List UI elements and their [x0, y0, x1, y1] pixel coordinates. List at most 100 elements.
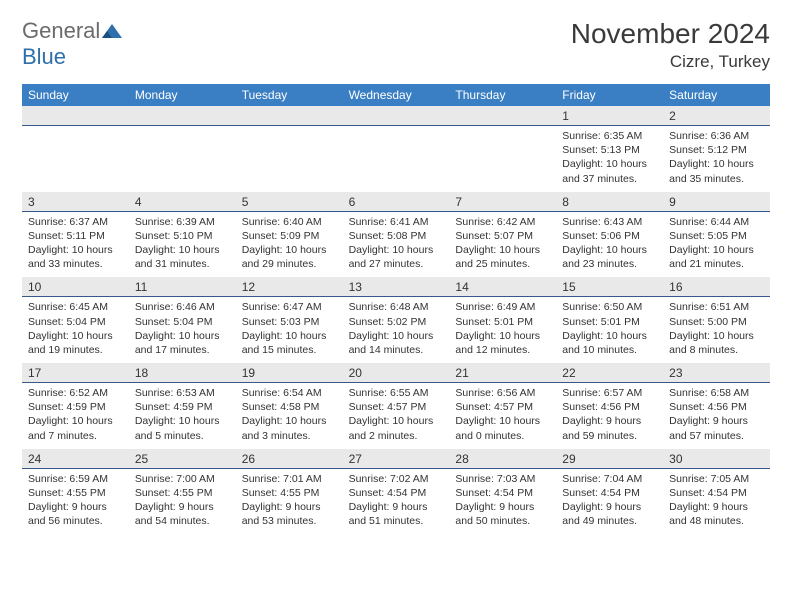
day-cell [236, 126, 343, 192]
day-number [129, 106, 236, 125]
day-number: 8 [556, 192, 663, 211]
day-cell: Sunrise: 6:59 AMSunset: 4:55 PMDaylight:… [22, 469, 129, 535]
sunrise-text: Sunrise: 6:57 AM [562, 386, 659, 400]
day-of-week-header: Wednesday [343, 84, 450, 106]
day-number [449, 106, 556, 125]
title-block: November 2024 Cizre, Turkey [571, 18, 770, 72]
day-of-week-header: Thursday [449, 84, 556, 106]
sunset-text: Sunset: 5:11 PM [28, 229, 125, 243]
day-cell: Sunrise: 6:50 AMSunset: 5:01 PMDaylight:… [556, 297, 663, 363]
sunrise-text: Sunrise: 6:50 AM [562, 300, 659, 314]
day-number: 16 [663, 277, 770, 296]
daylight-text: Daylight: 10 hours and 5 minutes. [135, 414, 232, 442]
sunrise-text: Sunrise: 6:40 AM [242, 215, 339, 229]
day-of-week-header: Friday [556, 84, 663, 106]
day-number: 11 [129, 277, 236, 296]
daylight-text: Daylight: 10 hours and 31 minutes. [135, 243, 232, 271]
day-number: 9 [663, 192, 770, 211]
sunset-text: Sunset: 5:04 PM [135, 315, 232, 329]
sunrise-text: Sunrise: 7:02 AM [349, 472, 446, 486]
day-number: 28 [449, 449, 556, 468]
sunrise-text: Sunrise: 6:46 AM [135, 300, 232, 314]
daylight-text: Daylight: 10 hours and 19 minutes. [28, 329, 125, 357]
day-cell: Sunrise: 6:53 AMSunset: 4:59 PMDaylight:… [129, 383, 236, 449]
day-number: 17 [22, 363, 129, 382]
day-of-week-header: Monday [129, 84, 236, 106]
sunrise-text: Sunrise: 6:53 AM [135, 386, 232, 400]
sunrise-text: Sunrise: 7:04 AM [562, 472, 659, 486]
sunset-text: Sunset: 4:55 PM [135, 486, 232, 500]
daylight-text: Daylight: 10 hours and 33 minutes. [28, 243, 125, 271]
sunrise-text: Sunrise: 6:59 AM [28, 472, 125, 486]
day-cell: Sunrise: 6:43 AMSunset: 5:06 PMDaylight:… [556, 212, 663, 278]
day-number: 21 [449, 363, 556, 382]
sunrise-text: Sunrise: 6:44 AM [669, 215, 766, 229]
day-cell [449, 126, 556, 192]
day-cell: Sunrise: 6:51 AMSunset: 5:00 PMDaylight:… [663, 297, 770, 363]
day-cell: Sunrise: 6:55 AMSunset: 4:57 PMDaylight:… [343, 383, 450, 449]
day-number: 20 [343, 363, 450, 382]
sunrise-text: Sunrise: 6:49 AM [455, 300, 552, 314]
sunset-text: Sunset: 5:03 PM [242, 315, 339, 329]
day-cell: Sunrise: 7:00 AMSunset: 4:55 PMDaylight:… [129, 469, 236, 535]
day-cell [129, 126, 236, 192]
sunset-text: Sunset: 5:04 PM [28, 315, 125, 329]
sunrise-text: Sunrise: 6:47 AM [242, 300, 339, 314]
header: General Blue November 2024 Cizre, Turkey [22, 18, 770, 72]
daylight-text: Daylight: 10 hours and 15 minutes. [242, 329, 339, 357]
sunrise-text: Sunrise: 6:58 AM [669, 386, 766, 400]
day-number: 29 [556, 449, 663, 468]
day-cell: Sunrise: 6:58 AMSunset: 4:56 PMDaylight:… [663, 383, 770, 449]
detail-row: Sunrise: 6:52 AMSunset: 4:59 PMDaylight:… [22, 383, 770, 449]
sunrise-text: Sunrise: 6:39 AM [135, 215, 232, 229]
daylight-text: Daylight: 10 hours and 17 minutes. [135, 329, 232, 357]
sunrise-text: Sunrise: 6:52 AM [28, 386, 125, 400]
detail-row: Sunrise: 6:35 AMSunset: 5:13 PMDaylight:… [22, 126, 770, 192]
day-number: 12 [236, 277, 343, 296]
sunset-text: Sunset: 4:58 PM [242, 400, 339, 414]
daylight-text: Daylight: 9 hours and 48 minutes. [669, 500, 766, 528]
day-cell: Sunrise: 6:37 AMSunset: 5:11 PMDaylight:… [22, 212, 129, 278]
sunrise-text: Sunrise: 7:03 AM [455, 472, 552, 486]
day-number-row: 24252627282930 [22, 449, 770, 469]
day-cell: Sunrise: 6:35 AMSunset: 5:13 PMDaylight:… [556, 126, 663, 192]
day-number-row: 12 [22, 106, 770, 126]
day-number-row: 3456789 [22, 192, 770, 212]
day-number-row: 17181920212223 [22, 363, 770, 383]
daylight-text: Daylight: 9 hours and 51 minutes. [349, 500, 446, 528]
sunrise-text: Sunrise: 6:43 AM [562, 215, 659, 229]
day-number: 19 [236, 363, 343, 382]
sunrise-text: Sunrise: 6:55 AM [349, 386, 446, 400]
brand-logo: General Blue [22, 18, 122, 70]
day-number: 24 [22, 449, 129, 468]
day-number: 13 [343, 277, 450, 296]
day-cell: Sunrise: 6:39 AMSunset: 5:10 PMDaylight:… [129, 212, 236, 278]
month-title: November 2024 [571, 18, 770, 50]
day-cell: Sunrise: 7:04 AMSunset: 4:54 PMDaylight:… [556, 469, 663, 535]
day-number-row: 10111213141516 [22, 277, 770, 297]
sunrise-text: Sunrise: 6:48 AM [349, 300, 446, 314]
day-cell: Sunrise: 6:56 AMSunset: 4:57 PMDaylight:… [449, 383, 556, 449]
sunrise-text: Sunrise: 6:42 AM [455, 215, 552, 229]
sunset-text: Sunset: 4:54 PM [349, 486, 446, 500]
day-number: 2 [663, 106, 770, 125]
detail-row: Sunrise: 6:45 AMSunset: 5:04 PMDaylight:… [22, 297, 770, 363]
daylight-text: Daylight: 10 hours and 23 minutes. [562, 243, 659, 271]
day-cell: Sunrise: 7:02 AMSunset: 4:54 PMDaylight:… [343, 469, 450, 535]
day-number [22, 106, 129, 125]
daylight-text: Daylight: 10 hours and 8 minutes. [669, 329, 766, 357]
daylight-text: Daylight: 9 hours and 53 minutes. [242, 500, 339, 528]
day-number: 26 [236, 449, 343, 468]
daylight-text: Daylight: 9 hours and 59 minutes. [562, 414, 659, 442]
sunrise-text: Sunrise: 7:01 AM [242, 472, 339, 486]
day-number: 30 [663, 449, 770, 468]
sunset-text: Sunset: 5:13 PM [562, 143, 659, 157]
day-number: 15 [556, 277, 663, 296]
day-number: 5 [236, 192, 343, 211]
daylight-text: Daylight: 10 hours and 21 minutes. [669, 243, 766, 271]
day-number: 18 [129, 363, 236, 382]
sunrise-text: Sunrise: 6:35 AM [562, 129, 659, 143]
daylight-text: Daylight: 9 hours and 50 minutes. [455, 500, 552, 528]
day-cell: Sunrise: 7:05 AMSunset: 4:54 PMDaylight:… [663, 469, 770, 535]
brand-part2: Blue [22, 44, 66, 69]
